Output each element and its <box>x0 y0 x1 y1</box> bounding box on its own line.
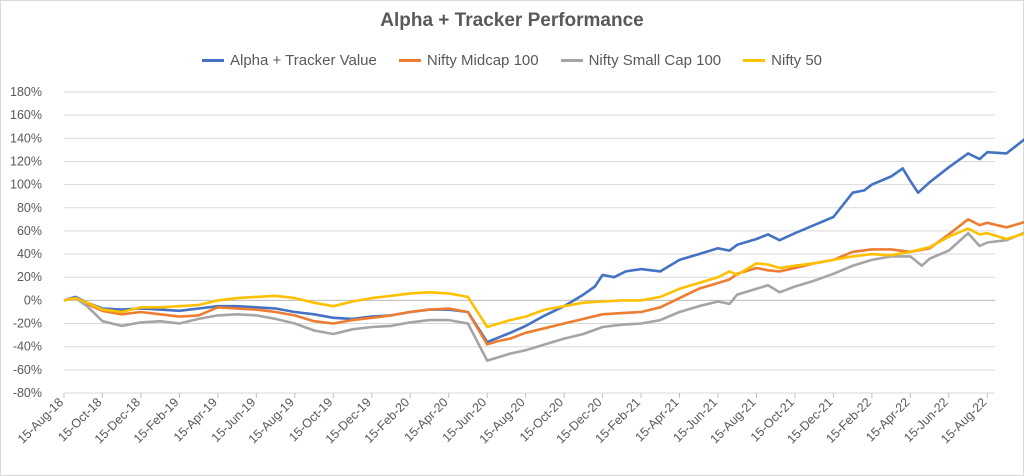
y-tick-label: 40% <box>17 247 42 261</box>
y-tick-label: 160% <box>10 108 42 122</box>
y-tick-label: -80% <box>13 386 42 400</box>
legend-swatch-nifty-smallcap <box>560 59 583 62</box>
y-tick-label: 0% <box>24 293 42 307</box>
series-line-1 <box>63 218 1024 346</box>
legend-item-nifty-midcap: Nifty Midcap 100 <box>398 52 539 69</box>
y-tick-label: 60% <box>17 224 42 238</box>
y-tick-label: 180% <box>10 85 42 99</box>
legend-label-nifty-midcap: Nifty Midcap 100 <box>426 52 539 69</box>
y-tick-label: -20% <box>13 317 42 331</box>
legend-item-nifty-50: Nifty 50 <box>743 52 822 69</box>
legend: Alpha + Tracker Value Nifty Midcap 100 N… <box>0 52 1024 69</box>
legend-swatch-alpha-tracker <box>201 59 224 62</box>
y-tick-label: -40% <box>13 340 42 354</box>
series-line-3 <box>63 227 1024 329</box>
series-line-2 <box>63 231 1024 362</box>
y-tick-label: -60% <box>13 363 42 377</box>
chart-title: Alpha + Tracker Performance <box>380 10 644 31</box>
legend-label-nifty-50: Nifty 50 <box>771 52 823 69</box>
y-tick-label: 100% <box>10 178 42 192</box>
legend-label-nifty-smallcap: Nifty Small Cap 100 <box>588 52 722 69</box>
legend-label-alpha-tracker: Alpha + Tracker Value <box>229 52 377 69</box>
y-tick-label: 120% <box>10 154 42 168</box>
legend-swatch-nifty-50 <box>743 59 766 62</box>
y-tick-label: 140% <box>10 131 42 145</box>
legend-swatch-nifty-midcap <box>398 59 421 62</box>
legend-item-alpha-tracker: Alpha + Tracker Value <box>201 52 377 69</box>
legend-item-nifty-smallcap: Nifty Small Cap 100 <box>560 52 722 69</box>
y-tick-label: 20% <box>17 270 42 284</box>
y-tick-label: 80% <box>17 201 42 215</box>
series-line-0 <box>63 138 1024 344</box>
